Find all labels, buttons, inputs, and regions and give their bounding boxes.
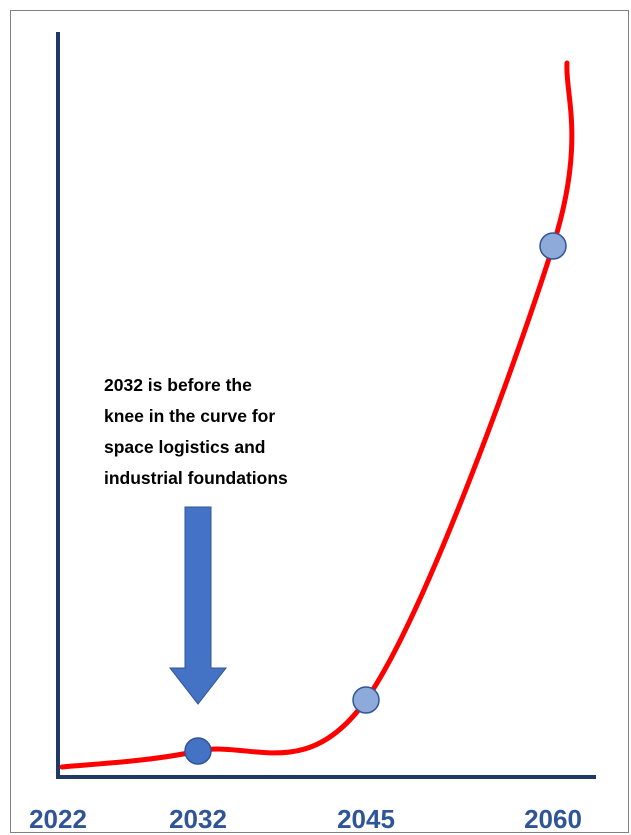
marker-2032 <box>184 737 212 765</box>
x-tick-label-2032: 2032 <box>169 804 227 834</box>
chart-border <box>10 10 629 833</box>
annotation-line-2: knee in the curve for <box>104 406 275 426</box>
annotation: 2032 is before the knee in the curve for… <box>104 375 288 488</box>
markers <box>184 232 567 765</box>
annotation-line-3: space logistics and <box>104 437 265 457</box>
x-tick-labels: 2022 2032 2045 2060 <box>29 804 582 834</box>
annotation-line-4: industrial foundations <box>104 468 288 488</box>
x-tick-label-2060: 2060 <box>524 804 582 834</box>
marker-2045 <box>352 686 380 714</box>
annotation-arrow <box>168 506 228 705</box>
x-tick-label-2022: 2022 <box>29 804 87 834</box>
x-tick-label-2045: 2045 <box>337 804 395 834</box>
marker-2060 <box>539 232 567 260</box>
annotation-line-1: 2032 is before the <box>104 375 252 395</box>
